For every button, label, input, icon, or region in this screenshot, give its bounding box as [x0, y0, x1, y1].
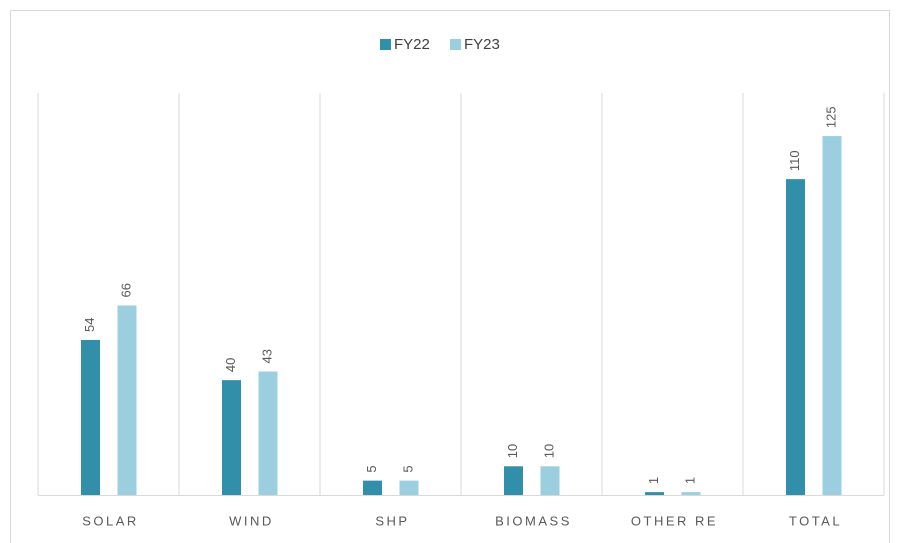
x-tick-label: BIOMASS — [495, 513, 572, 528]
bar — [117, 305, 137, 495]
bar — [645, 492, 664, 495]
bar — [540, 466, 560, 495]
legend-swatch — [380, 39, 391, 50]
bar — [222, 380, 241, 495]
bar — [822, 136, 842, 496]
bar — [81, 339, 100, 495]
bar — [504, 466, 523, 495]
data-label: 110 — [787, 150, 802, 171]
data-label: 1 — [682, 477, 697, 484]
data-label: 54 — [82, 317, 97, 331]
x-tick-label: OTHER RE — [631, 513, 718, 528]
data-label: 10 — [505, 444, 520, 458]
data-label: 125 — [823, 106, 838, 128]
x-tick-label: TOTAL — [789, 513, 842, 528]
legend-swatch — [450, 39, 461, 50]
data-label: 66 — [118, 283, 133, 297]
x-tick-label: SOLAR — [82, 513, 139, 528]
legend-label: FY22 — [394, 36, 430, 53]
bar — [363, 480, 382, 495]
bar — [258, 371, 278, 495]
data-label: 40 — [223, 358, 238, 372]
bar — [399, 480, 419, 495]
data-label: 1 — [646, 477, 661, 484]
data-label: 43 — [259, 349, 274, 363]
chart-border — [10, 10, 890, 543]
data-label: 5 — [400, 465, 415, 472]
data-label: 10 — [541, 444, 556, 458]
legend-label: FY23 — [464, 36, 500, 53]
bar — [681, 492, 701, 495]
bar — [786, 179, 805, 495]
x-tick-label: SHP — [375, 513, 409, 528]
data-label: 5 — [364, 465, 379, 472]
x-tick-label: WIND — [229, 513, 274, 528]
